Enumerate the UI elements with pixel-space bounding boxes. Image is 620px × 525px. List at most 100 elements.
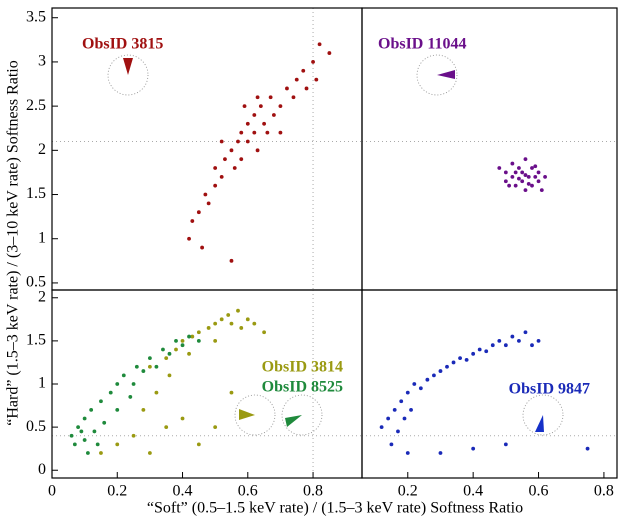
data-point [203,192,208,197]
data-point [539,188,544,193]
data-point [213,321,218,326]
data-point [523,330,528,335]
data-point [464,357,469,362]
data-point [213,183,218,188]
data-point [236,308,240,313]
x-tick-label: 0.6 [238,483,258,500]
data-point [154,390,159,395]
data-point [278,130,283,135]
x-tick-label: 0 [48,483,56,500]
data-point [115,442,120,447]
data-point [219,317,224,322]
data-point [503,343,508,348]
data-point [304,86,309,91]
data-point [147,364,152,369]
data-point [533,174,538,179]
data-point [121,373,126,378]
data-point [252,113,257,117]
data-point [327,51,332,55]
data-point [503,170,508,175]
data-point [200,245,205,250]
data-point [99,451,103,455]
y-tick-label: 2.5 [26,97,46,114]
data-point [180,338,185,343]
data-point [507,183,512,188]
data-point [536,338,541,343]
data-point [99,399,103,404]
inset-wedge [535,415,544,432]
data-point [278,104,283,109]
x-tick-label: 0.8 [303,483,323,500]
data-point [161,347,165,352]
y-tick-label: 3 [38,53,46,70]
data-point [219,174,224,179]
data-point [402,416,407,421]
data-point [432,373,436,378]
data-point [285,86,289,91]
data-point [471,446,476,451]
data-point [219,139,224,144]
data-point [396,429,400,434]
data-point [399,399,404,404]
data-point [471,351,476,356]
data-point [187,236,191,241]
data-point [262,330,267,335]
data-point [115,407,120,412]
y-tick-label: 1 [38,375,46,392]
data-point [317,42,322,47]
data-point [229,258,234,263]
data-point [497,338,502,343]
data-point [190,219,195,223]
data-point [520,170,525,175]
inset-wedge [123,58,133,75]
data-point [213,166,218,170]
y-tick-label: 2 [38,141,46,158]
data-point [513,170,518,175]
data-point [236,139,240,144]
data-point [265,130,270,135]
data-point [523,157,528,162]
y-tick-label: 1 [38,229,46,246]
data-point [95,442,100,447]
data-point [268,95,273,100]
data-point [187,334,191,339]
data-point [510,334,515,339]
data-point [379,425,384,430]
data-point [147,451,152,455]
x-tick-label: 0.6 [529,483,549,500]
x-axis-label: “Soft” (0.5–1.5 keV rate) / (1.5–3 keV r… [147,500,523,517]
inset-wedge [285,415,302,427]
data-point [242,104,247,109]
data-point [477,347,482,352]
data-point [180,343,185,348]
data-point [412,382,417,386]
data-point [82,438,87,442]
data-point [517,338,521,343]
y-tick-label: 0.5 [26,418,46,435]
data-point [392,407,397,412]
inset-wedge [239,409,255,420]
data-point [311,60,315,64]
data-point [458,356,462,361]
data-point [213,425,218,430]
x-tick-label: 0.4 [463,483,483,500]
data-point [258,104,263,109]
data-point [174,347,178,352]
data-point [229,390,234,395]
data-point [271,113,276,117]
data-point [89,407,94,412]
data-point [131,433,136,438]
data-point [85,451,90,455]
data-point [167,351,172,356]
data-point [409,407,413,412]
data-point [425,377,430,382]
data-point [405,451,410,455]
y-tick-label: 1.5 [26,332,46,349]
data-point [530,343,534,348]
data-point [252,321,257,326]
data-point [232,166,237,170]
data-point [206,326,211,330]
data-point [154,364,159,369]
data-point [76,425,81,430]
data-point [245,121,250,126]
